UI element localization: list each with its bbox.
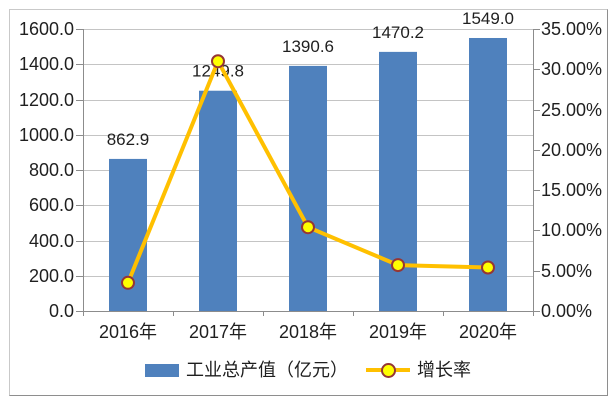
bar-series-swatch-icon	[145, 363, 179, 377]
line-marker-2020年	[481, 260, 495, 275]
bar-value-label: 1549.0	[462, 9, 514, 28]
bar-2019年	[379, 51, 417, 311]
legend: 工业总产值（亿元） 增长率	[83, 357, 533, 383]
bar-value-label: 1470.2	[372, 23, 424, 42]
legend-item-line-series: 增长率	[366, 358, 471, 382]
line-series-swatch-icon	[366, 363, 410, 378]
line-marker-2019年	[391, 258, 405, 273]
bar-2017年	[199, 90, 237, 311]
line-marker-2017年	[211, 54, 225, 69]
legend-label-line-series: 增长率	[417, 360, 471, 380]
bar-value-label: 862.9	[107, 130, 150, 149]
line-swatch-marker-icon	[381, 363, 396, 378]
bar-value-label: 1249.8	[192, 62, 244, 81]
bar-value-label: 1390.6	[282, 37, 334, 56]
bar-2018年	[289, 65, 327, 311]
legend-item-bar-series: 工业总产值（亿元）	[145, 358, 348, 382]
line-marker-2016年	[121, 275, 135, 290]
legend-label-bar-series: 工业总产值（亿元）	[186, 360, 348, 380]
line-marker-2018年	[301, 220, 315, 235]
